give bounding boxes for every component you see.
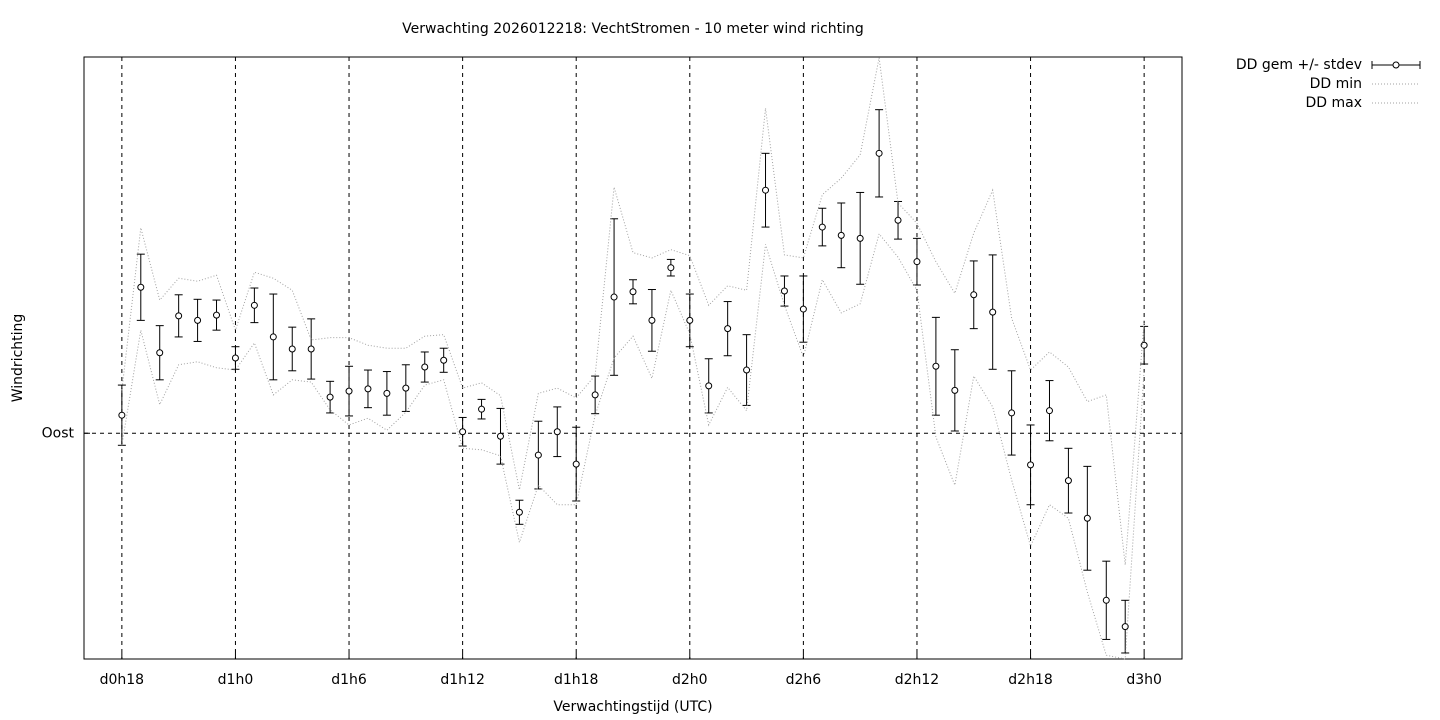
point — [913, 258, 921, 266]
point — [989, 308, 997, 316]
point — [1140, 341, 1148, 349]
legend-label: DD min — [1310, 76, 1362, 92]
plot-frame — [83, 56, 1183, 660]
point — [932, 362, 940, 370]
point — [213, 311, 221, 319]
legend-marker — [1392, 61, 1400, 69]
point — [1045, 407, 1053, 415]
x-tick-label: d2h0 — [672, 672, 708, 688]
x-tick-label: d1h6 — [331, 672, 367, 688]
point — [894, 216, 902, 224]
x-tick-label: d0h18 — [100, 672, 144, 688]
y-tick-label: Oost — [42, 425, 75, 441]
point — [478, 405, 486, 413]
x-tick-label: d1h18 — [554, 672, 598, 688]
point — [156, 349, 164, 357]
point — [686, 316, 694, 324]
x-tick-label: d2h6 — [786, 672, 822, 688]
point — [591, 391, 599, 399]
point — [307, 345, 315, 353]
point — [118, 411, 126, 419]
point — [780, 287, 788, 295]
line — [121, 232, 1145, 660]
point — [875, 149, 883, 157]
point — [629, 288, 637, 296]
x-tick-label: d2h18 — [1008, 672, 1052, 688]
point — [799, 305, 807, 313]
point — [496, 432, 504, 440]
point — [421, 363, 429, 371]
point — [667, 264, 675, 272]
point — [743, 366, 751, 374]
point — [515, 508, 523, 516]
x-tick-label: d1h12 — [440, 672, 484, 688]
x-tick-label: d3h0 — [1126, 672, 1162, 688]
point — [837, 231, 845, 239]
point — [705, 382, 713, 390]
point — [440, 356, 448, 364]
point — [288, 345, 296, 353]
point — [856, 234, 864, 242]
point — [553, 428, 561, 436]
x-tick-label: d1h0 — [218, 672, 254, 688]
point — [326, 393, 334, 401]
legend-label: DD max — [1305, 95, 1362, 111]
point — [175, 312, 183, 320]
point — [818, 223, 826, 231]
legend-label: DD gem +/- stdev — [1236, 57, 1362, 73]
point — [364, 385, 372, 393]
point — [137, 283, 145, 291]
point — [572, 460, 580, 468]
point — [951, 386, 959, 394]
point — [250, 301, 258, 309]
point — [970, 291, 978, 299]
point — [1008, 409, 1016, 417]
y-axis-label: Windrichting — [10, 314, 26, 403]
point — [724, 325, 732, 333]
x-axis-label: Verwachtingstijd (UTC) — [553, 699, 712, 715]
point — [648, 316, 656, 324]
point — [194, 316, 202, 324]
point — [1121, 623, 1129, 631]
point — [534, 451, 542, 459]
point — [402, 384, 410, 392]
point — [1083, 514, 1091, 522]
point — [459, 428, 467, 436]
point — [383, 389, 391, 397]
point — [762, 186, 770, 194]
point — [610, 293, 618, 301]
point — [1102, 596, 1110, 604]
point — [345, 387, 353, 395]
point — [231, 354, 239, 362]
point — [269, 333, 277, 341]
point — [1064, 477, 1072, 485]
chart-title: Verwachting 2026012218: VechtStromen - 1… — [402, 21, 864, 37]
point — [1027, 461, 1035, 469]
x-tick-label: d2h12 — [895, 672, 939, 688]
